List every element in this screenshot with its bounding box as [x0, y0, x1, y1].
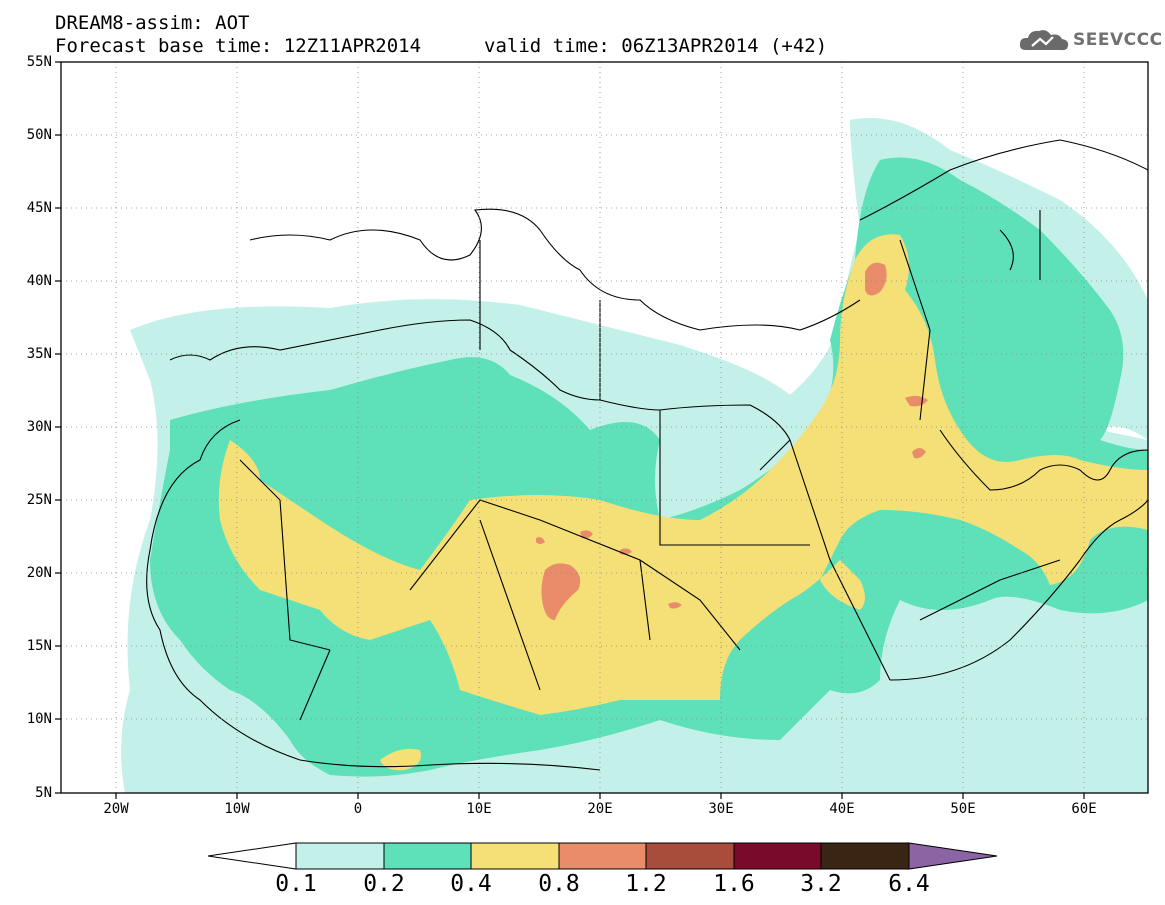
colorbar-bin-7: [820, 842, 910, 870]
colorbar-bin-2: [383, 842, 472, 870]
colorbar-label: 0.1: [275, 871, 317, 897]
lat-label: 20N: [26, 565, 52, 581]
coastlines: [146, 139, 1148, 771]
cloud-icon: [1019, 30, 1069, 51]
logo-text: SEEVCCC: [1073, 30, 1163, 50]
aot-band-0-8: [536, 262, 928, 620]
colorbar-label: 0.8: [538, 871, 580, 897]
lat-label: 40N: [26, 273, 52, 289]
lat-label: 15N: [26, 638, 52, 654]
colorbar: [207, 842, 998, 870]
lat-label: 10N: [26, 711, 52, 727]
colorbar-label: 1.2: [625, 871, 667, 897]
lat-label: 55N: [26, 54, 52, 70]
colorbar-below-arrow: [207, 842, 297, 870]
colorbar-label: 3.2: [800, 871, 842, 897]
lat-label: 5N: [35, 785, 52, 801]
colorbar-bin-3: [470, 842, 560, 870]
title-line-1: DREAM8-assim: AOT: [55, 12, 250, 34]
lat-label: 35N: [26, 346, 52, 362]
lat-label: 45N: [26, 200, 52, 216]
colorbar-label: 0.2: [363, 871, 405, 897]
lat-label: 25N: [26, 492, 52, 508]
lon-label: 60E: [1071, 801, 1097, 817]
aot-field: [61, 62, 1148, 793]
graticule: [61, 62, 1148, 793]
lon-label: 20W: [103, 801, 129, 817]
lon-label: 10W: [224, 801, 250, 817]
lat-label: 50N: [26, 127, 52, 143]
lon-label: 0: [353, 801, 363, 817]
axis-ticks: [55, 61, 1085, 799]
lon-label: 20E: [587, 801, 613, 817]
colorbar-bin-5: [645, 842, 735, 870]
valid-time: valid time: 06Z13APR2014 (+42): [484, 35, 828, 57]
lon-label: 10E: [466, 801, 492, 817]
lon-label: 50E: [950, 801, 976, 817]
colorbar-label: 0.4: [450, 871, 492, 897]
colorbar-bin-4: [558, 842, 647, 870]
colorbar-label: 1.6: [713, 871, 755, 897]
colorbar-bin-6: [733, 842, 822, 870]
colorbar-label: 6.4: [888, 871, 930, 897]
aot-band-0-4: [218, 234, 1148, 771]
colorbar-bin-1: [295, 842, 385, 870]
seevccc-logo: SEEVCCC: [1018, 26, 1163, 54]
forecast-base-time: Forecast base time: 12Z11APR2014: [55, 35, 422, 57]
lon-label: 30E: [708, 801, 734, 817]
colorbar-above-arrow: [908, 842, 998, 870]
lon-label: 40E: [829, 801, 855, 817]
lat-label: 30N: [26, 419, 52, 435]
